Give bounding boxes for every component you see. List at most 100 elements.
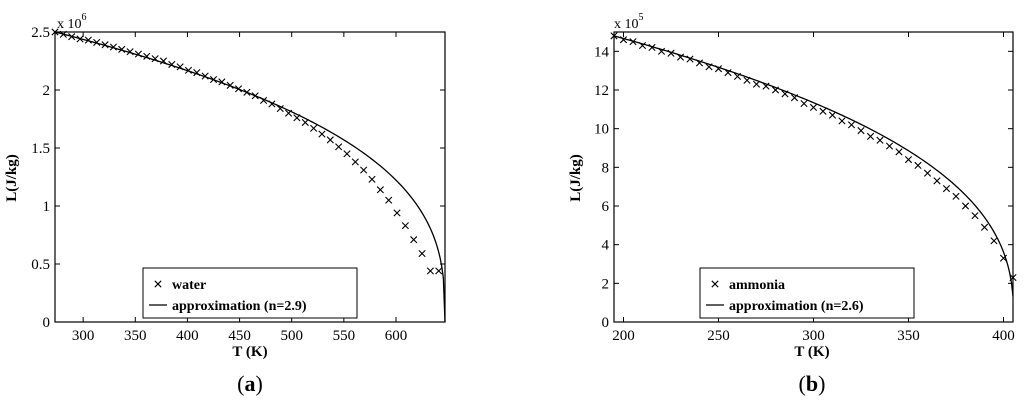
data-point-marker [876,136,884,144]
y-tick-label: 2 [43,83,51,99]
data-point-marker [904,156,913,164]
data-point-marker [84,36,92,44]
chart-panel-a: 300 350 400 450 500 550 600 0 0.5 1 1.5 2 2.5 x 106 T … [4,12,446,396]
x-axis-label: T (K) [232,344,267,360]
y-tick-label: 1.5 [31,141,50,157]
data-point-marker [752,80,761,88]
panel-label: (b) [799,371,826,396]
data-point-marker [376,186,384,194]
multiplier-exponent: 6 [82,12,87,23]
panel-label-letter: b [806,371,818,396]
data-point-marker [980,223,989,231]
legend-entry-label: approximation (n=2.6) [729,299,864,314]
data-point-marker [426,267,434,275]
data-point-marker [819,107,827,115]
y-tick-label: 10 [594,122,609,138]
panel-label-close: ) [818,371,825,396]
legend: ammonia approximation (n=2.6) [699,267,915,319]
data-point-marker [109,43,117,51]
y-tick-label: 0.5 [31,257,50,273]
y-tick-label: 1 [43,199,51,215]
data-point-marker [933,177,941,185]
data-point-marker [610,32,618,40]
y-tick-label: 8 [602,160,610,176]
data-point-marker [828,111,837,119]
multiplier-exponent: 5 [639,12,644,23]
data-point-marker [401,222,409,230]
data-point-marker [393,209,401,217]
plot-frame [54,31,446,323]
data-point-marker [648,43,656,52]
data-point-marker [885,142,894,150]
data-point-marker [800,99,808,108]
x-tick-label: 200 [612,328,635,344]
legend: water approximation (n=2.9) [142,267,358,319]
x-tick-label: 400 [992,328,1015,344]
data-point-marker [847,121,856,129]
multiplier-base: x 10 [614,17,639,32]
legend-entry-label: approximation (n=2.9) [172,299,307,314]
approximation-line [54,31,446,323]
x-tick-label: 350 [124,328,147,344]
y-tick-label: 0 [43,315,51,331]
data-point-marker [923,169,932,177]
x-tick-label: 550 [333,328,356,344]
data-point-marker [118,45,126,53]
data-point-marker [276,104,284,113]
legend-marker-swatch [154,280,162,288]
x-tick-label: 300 [802,328,825,344]
legend-marker-swatch [711,280,719,288]
panel-label-open: ( [237,371,244,396]
y-axis-label: L(J/kg) [4,154,20,202]
x-tick-label: 250 [707,328,730,344]
data-point-marker [351,158,359,166]
data-point-marker [343,150,351,158]
data-point-marker [360,166,368,174]
x-tick-label: 600 [385,328,408,344]
data-point-marker [952,192,960,200]
x-tick-label: 450 [228,328,251,344]
data-point-marker [857,127,865,135]
legend-entry-label: water [172,278,206,293]
panel-label-open: ( [799,371,806,396]
legend-entry-label: ammonia [729,278,785,293]
data-point-marker [385,196,393,204]
data-point-marker [410,236,418,244]
data-point-marker [368,175,376,183]
data-point-marker [301,118,309,127]
y-axis-multiplier: x 105 [614,12,644,32]
y-tick-label: 14 [594,44,610,60]
y-axis-label: L(J/kg) [568,154,584,202]
data-point-marker [971,212,979,220]
panel-label-close: ) [256,371,263,396]
data-point-marker [990,237,998,245]
data-point-marker [335,143,343,151]
data-point-marker [318,130,326,138]
approximation-line [613,35,1014,297]
panel-label-letter: a [245,371,256,396]
x-tick-label: 400 [176,328,199,344]
data-point-marker [961,202,970,210]
y-tick-label: 4 [602,238,610,254]
y-tick-label: 2 [602,276,610,292]
y-tick-label: 0 [602,315,610,331]
legend-box [699,267,915,319]
data-point-marker [838,117,846,125]
data-point-marker [310,124,318,132]
data-point-marker [762,82,770,90]
data-point-marker [809,103,818,111]
panel-label: (a) [237,371,263,396]
y-tick-label: 12 [594,83,609,99]
data-point-marker [326,136,334,144]
x-tick-label: 350 [897,328,920,344]
y-tick-label: 6 [602,199,610,215]
data-point-marker [914,161,922,169]
x-axis-label: T (K) [794,344,829,360]
legend-box [142,267,358,319]
y-axis-multiplier: x 106 [57,12,87,32]
y-tick-label: 2.5 [31,25,50,41]
x-tick-label: 500 [280,328,303,344]
data-point-marker [435,267,443,275]
